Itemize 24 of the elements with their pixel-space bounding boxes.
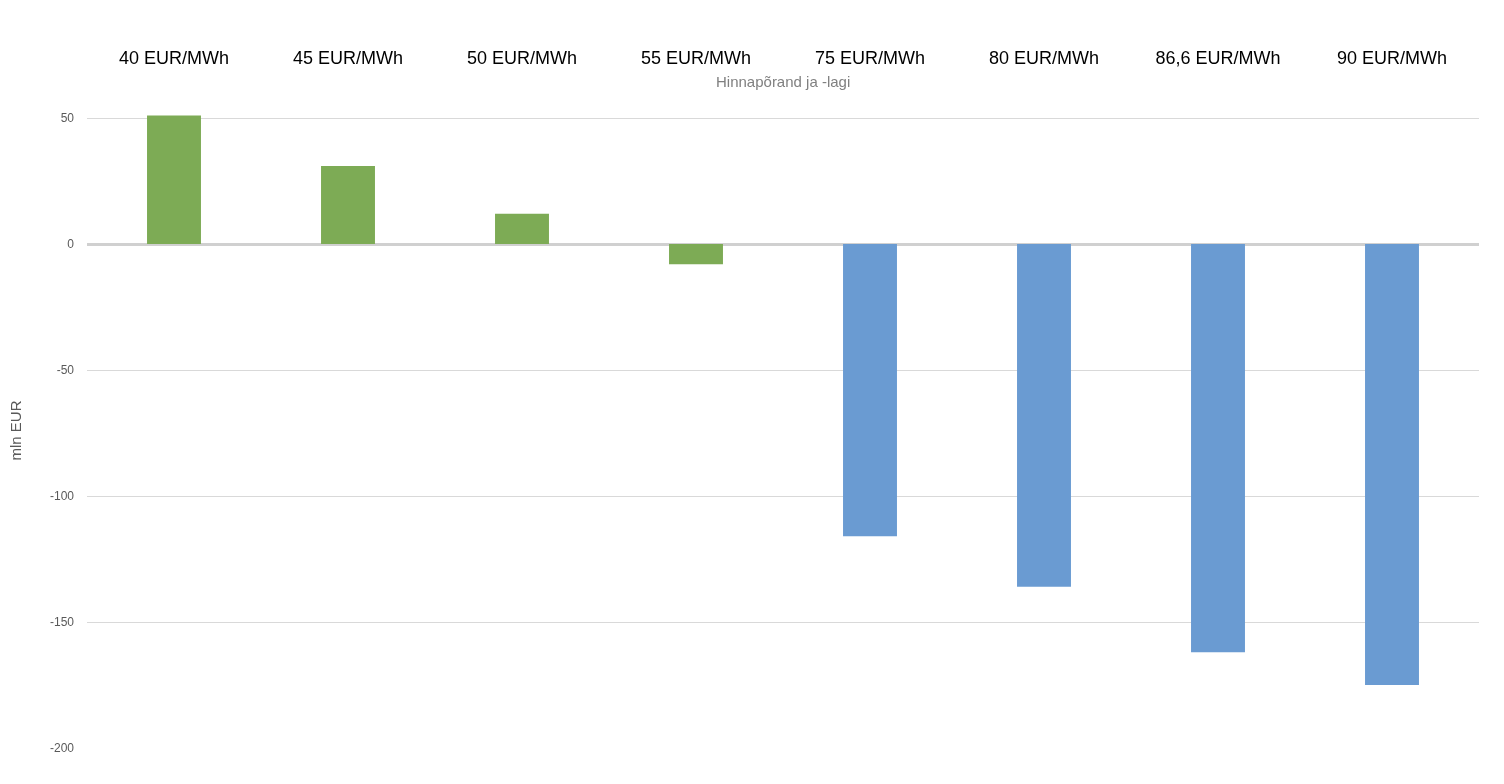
x-tick-label: 80 EUR/MWh: [988, 48, 1100, 69]
bar: [321, 165, 375, 245]
x-tick-label: 55 EUR/MWh: [640, 48, 752, 69]
y-tick-label: -100: [49, 489, 75, 504]
bar: [843, 244, 897, 537]
x-tick-label: 50 EUR/MWh: [466, 48, 578, 69]
x-tick-label: 75 EUR/MWh: [814, 48, 926, 69]
bar: [147, 115, 201, 245]
y-axis-title: mln EUR: [7, 400, 25, 461]
bar: [1017, 244, 1071, 587]
y-tick-label: 0: [67, 237, 75, 252]
bar: [1365, 244, 1419, 685]
bar: [495, 213, 549, 245]
y-tick-label: -50: [56, 363, 75, 378]
x-tick-label: 45 EUR/MWh: [292, 48, 404, 69]
x-tick-label: 90 EUR/MWh: [1336, 48, 1448, 69]
x-axis-title: Hinnapõrand ja -lagi: [716, 73, 851, 90]
x-tick-label: 86,6 EUR/MWh: [1155, 48, 1281, 69]
y-tick-label: -200: [49, 741, 75, 756]
bar: [669, 244, 723, 265]
x-tick-label: 40 EUR/MWh: [118, 48, 230, 69]
y-tick-label: -150: [49, 615, 75, 630]
bar: [1191, 244, 1245, 653]
y-tick-label: 50: [60, 111, 75, 126]
